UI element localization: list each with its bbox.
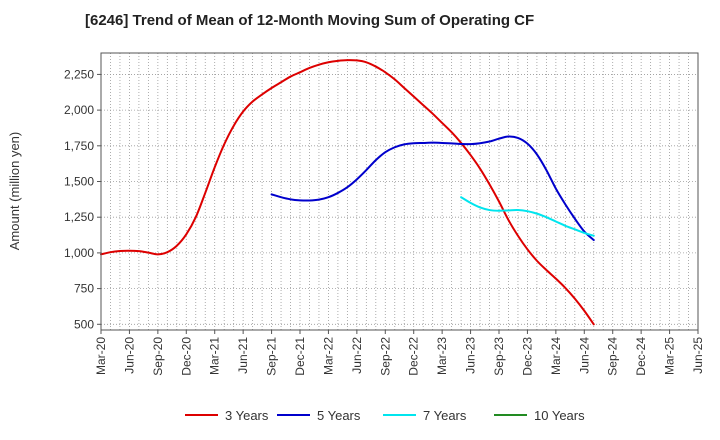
x-tick-label: Dec-20 xyxy=(179,337,193,376)
chart-title: [6246] Trend of Mean of 12-Month Moving … xyxy=(85,12,534,29)
x-tick-label: Jun-22 xyxy=(350,337,364,374)
x-tick-label: Mar-24 xyxy=(549,337,563,375)
x-tick-label: Jun-25 xyxy=(691,337,705,374)
y-tick-label: 1,000 xyxy=(64,246,94,260)
x-tick-label: Mar-21 xyxy=(208,337,222,375)
legend: 3 Years 5 Years 7 Years 10 Years xyxy=(185,408,585,423)
series-line-5-years xyxy=(270,135,595,242)
y-tick-label: 2,250 xyxy=(64,67,94,81)
series-layer xyxy=(100,59,595,326)
x-tick-label: Mar-22 xyxy=(321,337,335,375)
x-tick-label: Mar-25 xyxy=(663,337,677,375)
x-tick-label: Dec-24 xyxy=(634,337,648,376)
grid-layer xyxy=(101,53,698,330)
x-tick-label: Jun-21 xyxy=(236,337,250,374)
legend-label: 3 Years xyxy=(225,408,269,423)
x-tick-label: Jun-24 xyxy=(577,337,591,374)
x-tick-label: Sep-20 xyxy=(151,337,165,376)
y-tick-label: 750 xyxy=(74,282,94,296)
series-line-7-years xyxy=(460,196,595,237)
y-tick-label: 1,750 xyxy=(64,139,94,153)
x-tick-label: Dec-22 xyxy=(407,337,421,376)
x-tick-label: Jun-23 xyxy=(464,337,478,374)
x-tick-label: Mar-20 xyxy=(94,337,108,375)
x-tick-label: Sep-23 xyxy=(492,337,506,376)
legend-label: 5 Years xyxy=(317,408,361,423)
x-tick-label: Jun-20 xyxy=(122,337,136,374)
x-tick-label: Sep-24 xyxy=(606,337,620,376)
x-tick-label: Sep-22 xyxy=(378,337,392,376)
series-line-3-years xyxy=(100,59,595,326)
legend-label: 10 Years xyxy=(534,408,585,423)
y-tick-label: 2,000 xyxy=(64,103,94,117)
y-tick-label: 1,250 xyxy=(64,210,94,224)
plot-area xyxy=(101,53,698,330)
x-tick-label: Dec-21 xyxy=(293,337,307,376)
x-axis-ticks: Mar-20 Jun-20 Sep-20 Dec-20 Mar-21 Jun-21 Sep-… xyxy=(94,330,705,376)
y-axis-ticks: 500 750 1,000 1,250 1,500 1,750 2,000 2,250 xyxy=(64,67,101,331)
x-tick-label: Dec-23 xyxy=(520,337,534,376)
plot-frame xyxy=(100,52,699,331)
legend-label: 7 Years xyxy=(423,408,467,423)
y-tick-label: 500 xyxy=(74,317,94,331)
y-tick-label: 1,500 xyxy=(64,175,94,189)
x-tick-label: Sep-21 xyxy=(265,337,279,376)
x-tick-label: Mar-23 xyxy=(435,337,449,375)
y-axis-label: Amount (million yen) xyxy=(7,132,22,251)
